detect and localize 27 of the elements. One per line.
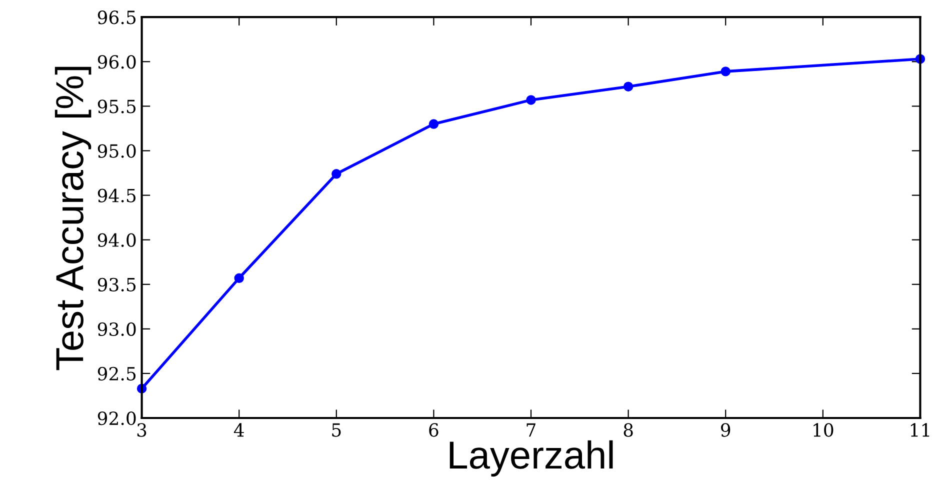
y-tick-label: 93.5 (98, 278, 136, 292)
y-tick-label: 95.5 (98, 100, 136, 114)
y-axis-title: Test Accuracy [%] (54, 66, 92, 370)
x-tick-label: 10 (814, 423, 834, 437)
y-tick-label: 92.0 (98, 411, 136, 426)
point (720, 66, 730, 76)
y-tick-label: 95.0 (98, 144, 136, 158)
x-tick-label: 4 (234, 423, 244, 437)
y-tick-label: 92.5 (98, 366, 136, 381)
point (623, 82, 634, 92)
x-tick-label: 7 (526, 423, 536, 437)
point (332, 169, 342, 179)
x-tick-label: 8 (624, 423, 633, 437)
x-tick-label: 5 (332, 423, 341, 437)
x-tick-label: 6 (429, 423, 438, 437)
y-tick-label: 94.0 (98, 233, 136, 247)
point (428, 119, 439, 129)
y-tick-label: 96.5 (98, 10, 136, 24)
y-tick-label: 93.0 (98, 322, 136, 336)
x-tick-label: 11 (910, 423, 930, 437)
point (234, 273, 244, 283)
y-tick-label: 96.0 (98, 55, 136, 69)
x-axis-title: Layerzahl (450, 440, 613, 477)
point (526, 95, 536, 105)
x-tick-label: 3 (137, 423, 146, 437)
x-tick-label: 9 (721, 423, 730, 437)
y-tick-label: 94.5 (98, 188, 136, 202)
